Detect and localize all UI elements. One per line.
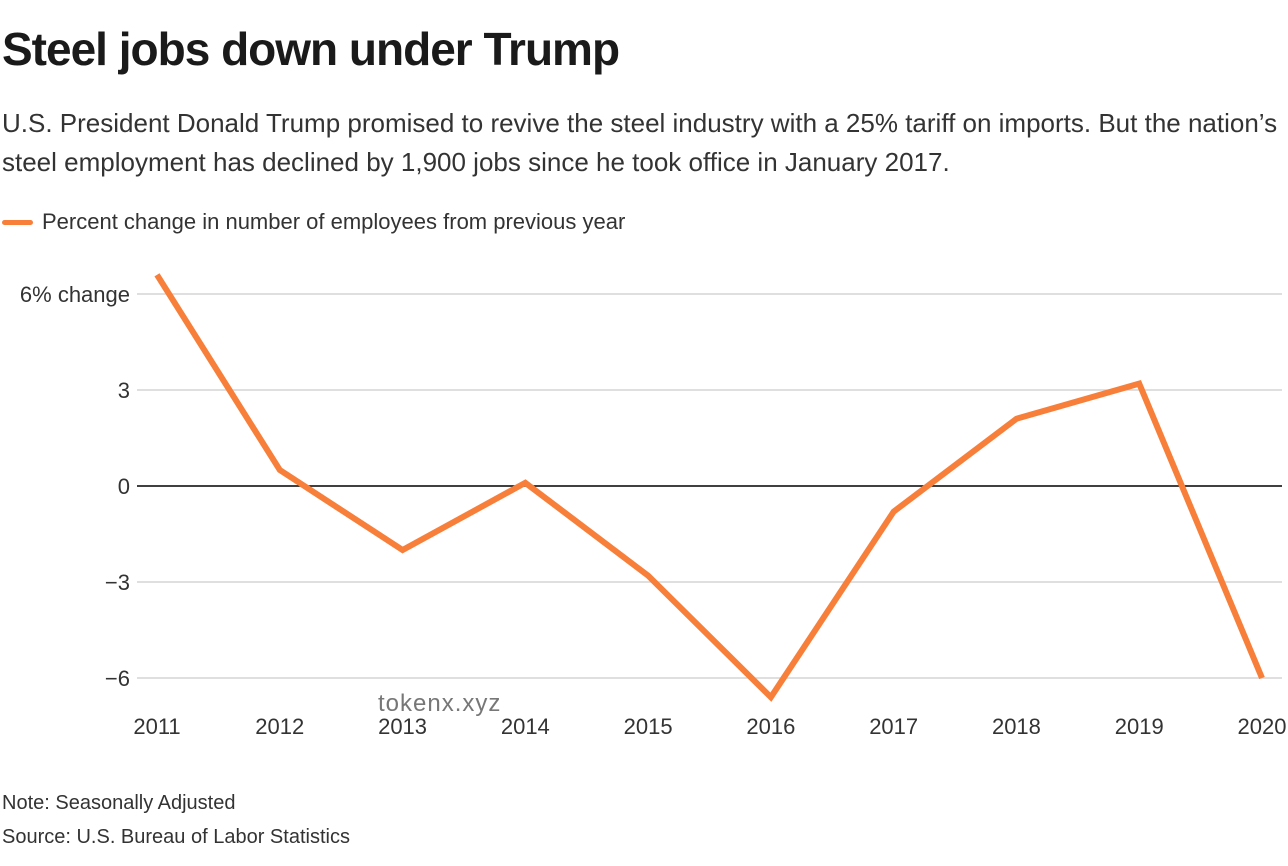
legend-swatch: [2, 219, 33, 225]
y-tick-label: 6% change: [20, 282, 130, 307]
x-tick-label: 2017: [869, 714, 918, 739]
x-tick-label: 2019: [1115, 714, 1164, 739]
y-tick-label: −3: [105, 570, 130, 595]
x-tick-label: 2020: [1238, 714, 1287, 739]
x-tick-label: 2013: [378, 714, 427, 739]
source-credit: Source: U.S. Bureau of Labor Statistics: [2, 826, 350, 848]
x-tick-label: 2011: [133, 714, 180, 739]
footnote: Note: Seasonally Adjusted: [2, 792, 236, 814]
series: [154, 273, 1265, 702]
y-tick-label: 0: [118, 474, 130, 499]
watermark: tokenx.xyz: [378, 690, 502, 717]
legend-label: Percent change in number of employees fr…: [42, 209, 626, 234]
series-line: [154, 273, 1265, 702]
x-tick-label: 2014: [501, 714, 550, 739]
x-tick-labels: 2011 2012 2013 2014 2015 2016 2017 2018 2019 2020: [133, 714, 1286, 739]
chart-title: Steel jobs down under Trump: [2, 23, 620, 75]
x-tick-label: 2018: [992, 714, 1041, 739]
line-chart: 6% change 3 0 −3 −6 2011 2012 2013 2014 2015 2016…: [20, 273, 1286, 739]
legend: Percent change in number of employees fr…: [2, 207, 625, 237]
x-tick-label: 2015: [624, 714, 673, 739]
gridlines: [137, 293, 1282, 679]
chart-subtitle: U.S. President Donald Trump promised to …: [2, 108, 1278, 177]
y-tick-label: −6: [105, 666, 130, 691]
x-tick-label: 2016: [746, 714, 795, 739]
x-tick-label: 2012: [255, 714, 304, 739]
y-tick-labels: 6% change 3 0 −3 −6: [20, 282, 130, 691]
y-tick-label: 3: [118, 378, 130, 403]
